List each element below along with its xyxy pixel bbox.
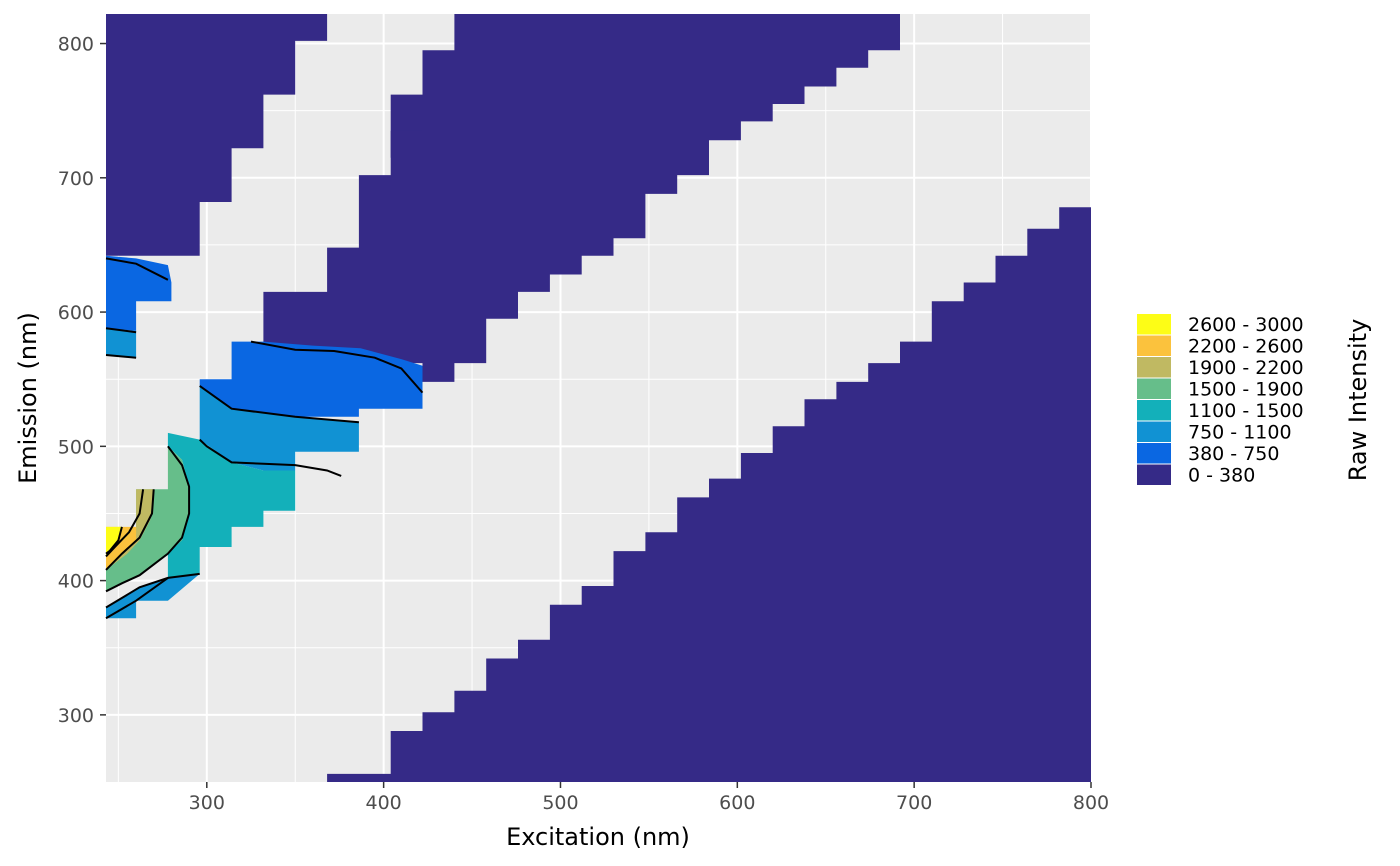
legend-label: 2200 - 2600 — [1188, 336, 1304, 358]
legend-swatch — [1137, 443, 1171, 464]
contour-line — [105, 526, 123, 555]
contour-region — [106, 14, 328, 256]
contour-line — [199, 385, 359, 424]
x-tick-label: 500 — [542, 792, 578, 814]
y-axis-title: Emission (nm) — [14, 312, 42, 484]
contour-region — [390, 14, 900, 382]
legend-label: 2600 - 3000 — [1188, 314, 1304, 336]
legend-swatch — [1137, 357, 1171, 378]
y-tick-label: 500 — [58, 436, 94, 458]
contour-region — [106, 573, 200, 619]
contour-region — [106, 328, 137, 358]
contour-line — [105, 257, 169, 281]
legend-swatch — [1137, 421, 1171, 442]
y-tick-label: 700 — [58, 168, 94, 190]
x-axis-ticks: 300 400 500 600 700 800 — [189, 782, 1109, 814]
legend-label: 1900 - 2200 — [1188, 357, 1304, 379]
legend-label: 380 - 750 — [1188, 443, 1279, 465]
y-tick-label: 800 — [58, 34, 94, 56]
x-axis-title: Excitation (nm) — [506, 823, 690, 851]
contour-line — [105, 572, 200, 609]
contour-line — [250, 340, 424, 394]
contour-regions — [106, 14, 1092, 783]
legend-label: 1500 - 1900 — [1188, 379, 1304, 401]
contour-line — [105, 445, 191, 593]
legend-title: Raw Intensity — [1344, 319, 1372, 482]
legend-swatch — [1137, 314, 1171, 335]
contour-line — [105, 489, 145, 558]
contour-line — [199, 438, 342, 477]
contour-region — [327, 207, 1092, 783]
legend-swatch — [1137, 378, 1171, 399]
legend-label: 0 - 380 — [1188, 465, 1255, 487]
contour-line — [105, 489, 155, 571]
y-tick-label: 600 — [58, 302, 94, 324]
x-tick-label: 400 — [366, 792, 402, 814]
x-tick-label: 300 — [189, 792, 225, 814]
contour-lines — [105, 257, 424, 620]
contour-region — [199, 385, 359, 471]
x-tick-label: 600 — [719, 792, 755, 814]
contour-region — [263, 130, 423, 364]
legend-swatch — [1137, 464, 1171, 485]
contour-line — [105, 327, 137, 334]
x-tick-label: 700 — [896, 792, 932, 814]
contour-line — [105, 354, 137, 359]
y-axis-ticks: 300 400 500 600 700 800 — [58, 34, 106, 727]
legend-swatch — [1137, 400, 1171, 421]
legend-label: 1100 - 1500 — [1188, 400, 1304, 422]
legend-swatch — [1137, 335, 1171, 356]
legend-label: 750 - 1100 — [1188, 422, 1292, 444]
y-tick-label: 300 — [58, 705, 94, 727]
x-tick-label: 800 — [1073, 792, 1109, 814]
contour-line — [105, 577, 169, 620]
contour-region — [199, 341, 423, 417]
y-tick-label: 400 — [58, 571, 94, 593]
contour-region — [106, 255, 172, 331]
contour-region — [167, 432, 296, 578]
